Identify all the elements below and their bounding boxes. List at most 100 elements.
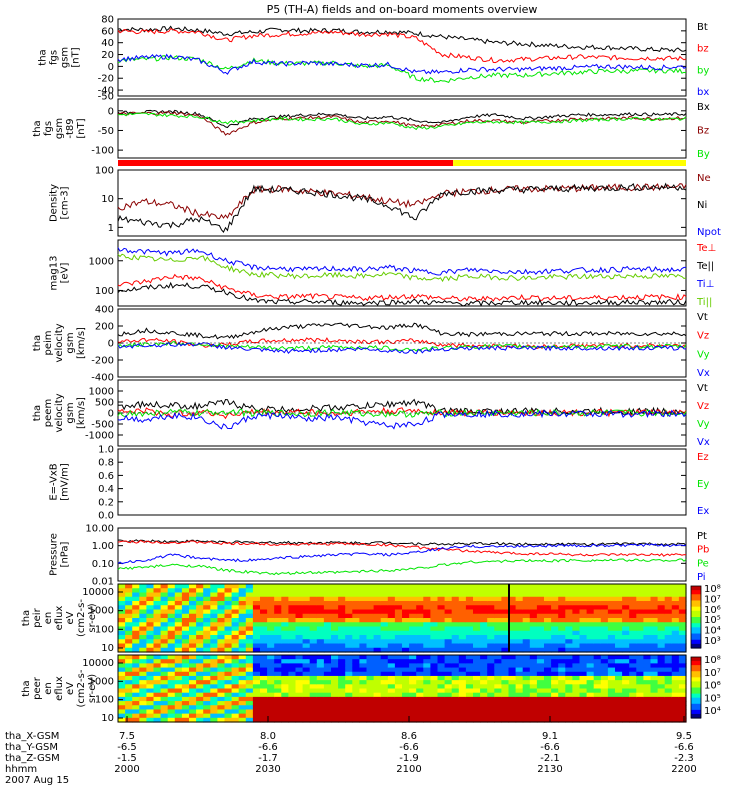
- spectrogram-cell: [373, 663, 382, 669]
- spectrogram-cell: [572, 663, 581, 669]
- spectrogram-cell: [465, 667, 474, 673]
- spectrogram-cell: [458, 701, 467, 706]
- spectrogram-cell: [260, 584, 268, 589]
- spectrogram-cell: [501, 643, 510, 649]
- y-tick-label: 10000: [82, 587, 114, 598]
- spectrogram-cell: [181, 613, 190, 619]
- spectrogram-cell: [309, 647, 318, 653]
- spectrogram-cell: [281, 601, 289, 606]
- spectrogram-cell: [544, 630, 552, 636]
- spectrogram-cell: [402, 626, 410, 632]
- spectrogram-cell: [189, 609, 197, 615]
- spectrogram-cell: [373, 618, 382, 623]
- legend-Te||: Te||: [696, 261, 714, 272]
- spectrogram-cell: [544, 584, 552, 589]
- spectrogram-cell: [288, 605, 297, 611]
- col1-y: -6.6: [258, 742, 278, 753]
- spectrogram-cell: [238, 684, 247, 690]
- spectrogram-cell: [423, 701, 431, 706]
- spectrogram-cell: [593, 688, 602, 694]
- spectrogram-cell: [615, 705, 623, 711]
- spectrogram-cell: [281, 613, 289, 619]
- spectrogram-cell: [167, 680, 176, 685]
- spectrogram-cell: [565, 696, 573, 702]
- spectrogram-cell: [189, 713, 197, 719]
- spectrogram-cell: [316, 705, 325, 711]
- spectrogram-cell: [430, 680, 439, 685]
- spectrogram-cell: [572, 713, 581, 719]
- colorbar-swatch: [691, 590, 701, 593]
- series-group-peem-velocity: [117, 398, 687, 430]
- spectrogram-cell: [394, 639, 403, 645]
- spectrogram-cell: [451, 643, 460, 649]
- spectrogram-cell: [160, 584, 169, 589]
- spectrogram-cell: [267, 701, 275, 706]
- spectrogram-cell: [664, 601, 673, 606]
- legend-Ti⊥: Ti⊥: [696, 279, 714, 290]
- y-tick-label: -400: [91, 373, 114, 384]
- spectrogram-cell: [515, 705, 524, 711]
- spectrogram-cell: [189, 696, 197, 702]
- spectrogram-cell: [146, 680, 155, 685]
- spectrogram-cell: [536, 705, 545, 711]
- x-axis-footer: tha_X-GSM tha_Y-GSM tha_Z-GSM hhmm 2007 …: [5, 731, 697, 786]
- spectrogram-cell: [125, 630, 133, 636]
- spectrogram-cell: [217, 639, 226, 645]
- panel-pressure-ylabel: Pressure [nPa]: [49, 533, 71, 576]
- spectrogram-cell: [323, 701, 332, 706]
- spectrogram-cell: [295, 630, 304, 636]
- spectrogram-cell: [345, 705, 353, 711]
- spectrogram-cell: [522, 717, 531, 723]
- spectrogram-cell: [544, 709, 552, 715]
- spectrogram-cell: [451, 655, 460, 660]
- spectrogram-cell: [316, 622, 325, 628]
- spectrogram-cell: [338, 643, 346, 649]
- spectrogram-cell: [352, 635, 360, 640]
- spectrogram-cell: [544, 609, 552, 615]
- spectrogram-cell: [387, 684, 396, 690]
- spectrogram-cell: [238, 717, 247, 723]
- orbit-region-bar: [118, 160, 686, 166]
- spectrogram-cell: [196, 696, 204, 702]
- spectrogram-cell: [607, 609, 616, 615]
- spectrogram-cell: [451, 692, 460, 698]
- spectrogram-cell: [487, 684, 495, 690]
- y-tick-label: 0: [108, 409, 114, 420]
- spectrogram-cell: [146, 701, 155, 706]
- spectrogram-cell: [132, 655, 140, 660]
- spectrogram-cell: [196, 667, 204, 673]
- legend-Ni: Ni: [697, 200, 707, 211]
- spectrogram-cell: [437, 659, 446, 664]
- spectrogram-cell: [153, 635, 162, 640]
- spectrogram-cell: [181, 601, 190, 606]
- spectrogram-cell: [402, 596, 410, 602]
- spectrogram-cell: [345, 601, 353, 606]
- spectrogram-cell: [458, 643, 467, 649]
- spectrogram-cell: [664, 630, 673, 636]
- spectrogram-cell: [132, 717, 140, 723]
- spectrogram-cell: [309, 592, 318, 598]
- spectrogram-cell: [522, 630, 531, 636]
- spectrogram-cell: [437, 680, 446, 685]
- spectrogram-cell: [409, 639, 417, 645]
- spectrogram-cell: [203, 592, 211, 598]
- spectrogram-cell: [132, 705, 140, 711]
- spectrogram-cell: [295, 688, 304, 694]
- spectrogram-cell: [501, 713, 510, 719]
- spectrogram-cell: [118, 618, 126, 623]
- spectrogram-cell: [586, 717, 595, 723]
- spectrogram-cell: [678, 705, 687, 711]
- spectrogram-cell: [451, 705, 460, 711]
- spectrogram-cell: [579, 639, 588, 645]
- spectrogram-cell: [565, 584, 573, 589]
- colorbar-tick-label: 10⁸: [704, 655, 721, 666]
- spectrogram-cell: [380, 622, 389, 628]
- spectrogram-cell: [671, 609, 680, 615]
- spectrogram-cell: [430, 717, 439, 723]
- spectrogram-cell: [267, 588, 275, 594]
- spectrogram-cell: [167, 692, 176, 698]
- spectrogram-cell: [522, 622, 531, 628]
- spectrogram-cell: [167, 705, 176, 711]
- spectrogram-cell: [181, 659, 190, 664]
